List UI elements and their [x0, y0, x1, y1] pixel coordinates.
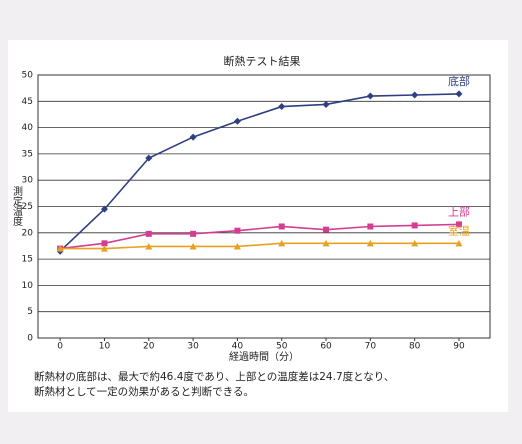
y-tick-label: 20	[22, 228, 34, 238]
x-tick-label: 50	[276, 342, 288, 352]
caption-line: 断熱材として一定の効果があると判断できる。	[34, 385, 254, 398]
marker	[366, 92, 374, 100]
x-tick-label: 30	[187, 342, 199, 352]
x-tick-label: 90	[453, 342, 465, 352]
series-line	[60, 223, 459, 250]
marker	[367, 223, 374, 230]
marker	[145, 154, 153, 162]
x-axis-label: 経過時間（分）	[229, 350, 299, 363]
series-line	[59, 93, 459, 252]
y-tick-label: 40	[22, 123, 34, 133]
marker	[278, 239, 286, 247]
y-tick-label: 15	[22, 255, 33, 265]
marker	[455, 221, 462, 228]
y-tick-label: 30	[22, 176, 34, 186]
marker	[366, 239, 374, 247]
series-label: 底部	[448, 74, 470, 88]
y-tick-label: 5	[27, 307, 33, 317]
x-tick-label: 40	[232, 342, 244, 352]
x-tick-label: 70	[365, 342, 377, 352]
marker	[190, 230, 197, 237]
marker	[233, 117, 241, 125]
marker	[233, 242, 241, 250]
marker	[145, 230, 152, 237]
x-tick-label: 80	[409, 342, 421, 352]
y-tick-label: 0	[27, 334, 33, 344]
y-tick-label: 45	[22, 97, 33, 107]
x-tick-label: 0	[57, 342, 63, 352]
marker	[101, 240, 108, 247]
series-label: 上部	[448, 204, 470, 218]
caption-line: 断熱材の底部は、最大で約46.4度であり、上部との温度差は24.7度となり、	[34, 370, 394, 383]
marker	[278, 223, 285, 230]
y-tick-label: 50	[22, 71, 34, 81]
y-axis-label: 測定温度	[11, 185, 23, 227]
marker	[100, 245, 108, 252]
marker	[189, 242, 197, 250]
marker	[411, 239, 419, 247]
marker	[278, 103, 286, 111]
x-tick-label: 60	[320, 342, 332, 352]
marker	[322, 239, 330, 247]
marker	[455, 90, 463, 98]
marker	[189, 133, 197, 141]
marker	[145, 242, 153, 250]
marker	[234, 227, 241, 234]
chart-panel	[8, 40, 508, 412]
marker	[411, 91, 419, 99]
marker	[455, 239, 463, 247]
series-label: 室温	[448, 223, 470, 237]
x-tick-label: 20	[143, 342, 155, 352]
y-tick-label: 35	[22, 149, 33, 159]
marker	[411, 222, 418, 229]
plot-frame	[37, 74, 491, 339]
chart-title: 断熱テスト結果	[224, 54, 301, 68]
y-tick-label: 10	[22, 281, 34, 291]
series-line	[60, 242, 459, 250]
marker	[100, 205, 108, 213]
marker	[56, 245, 64, 252]
y-tick-label: 25	[22, 202, 33, 212]
marker	[322, 100, 330, 108]
marker	[323, 226, 330, 233]
x-tick-label: 10	[99, 342, 111, 352]
